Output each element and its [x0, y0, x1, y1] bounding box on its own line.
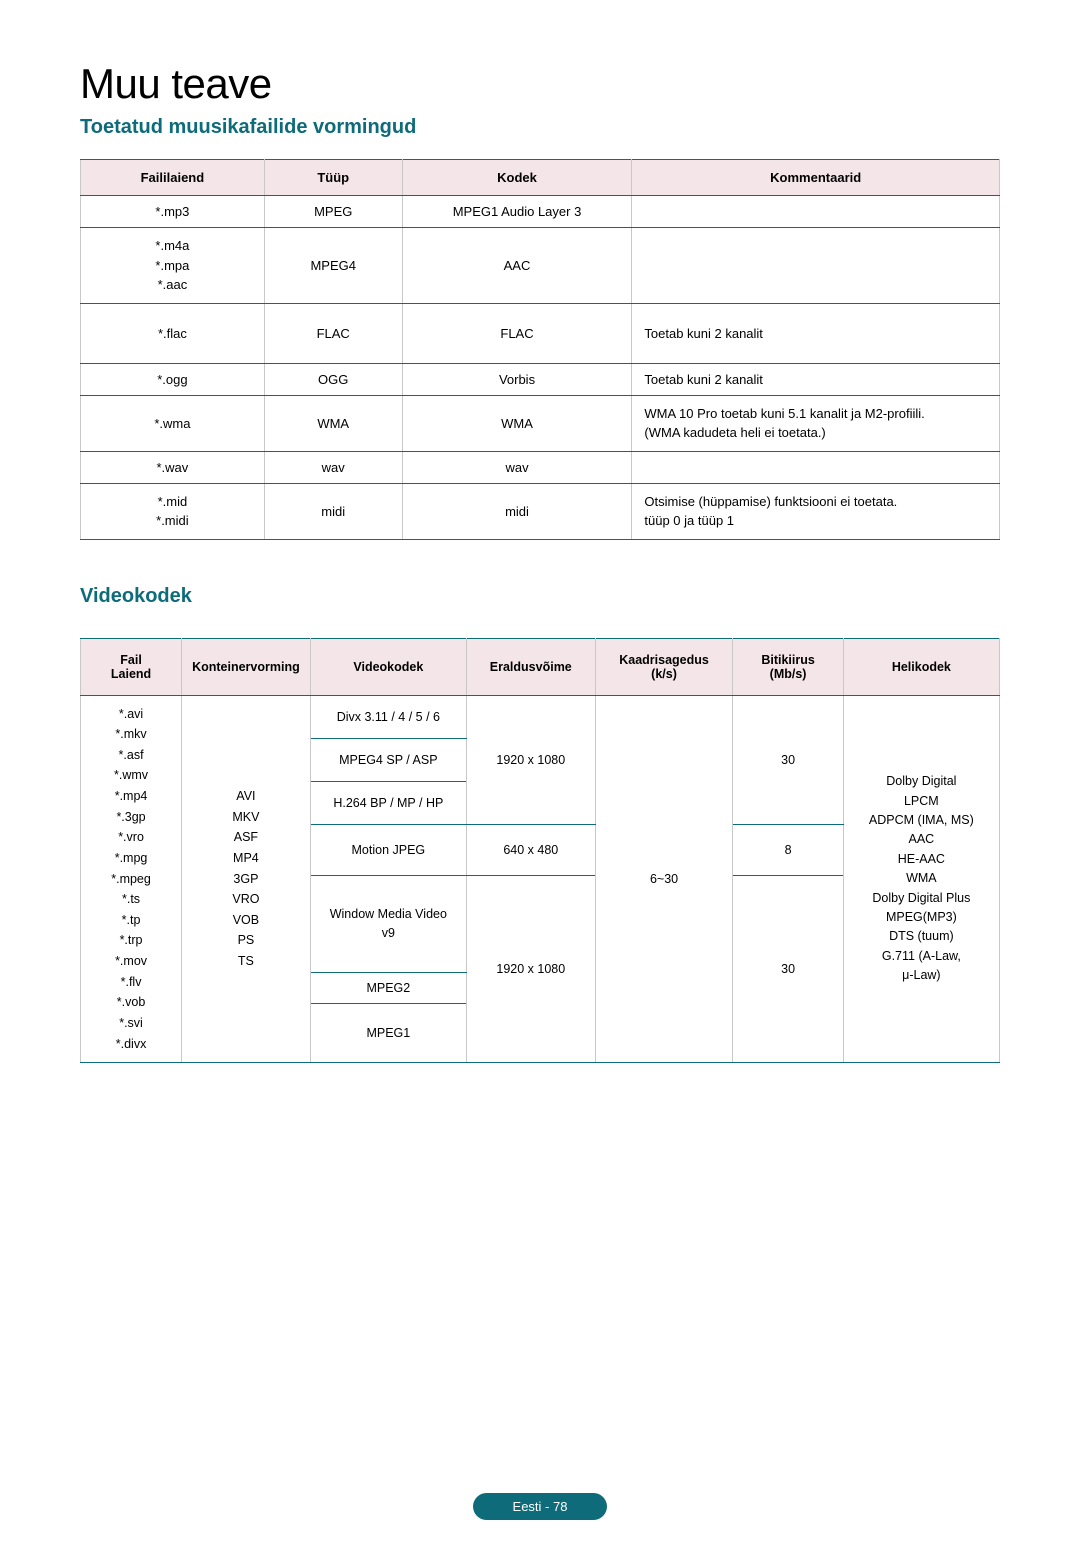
- table-row: *.mp3 MPEG MPEG1 Audio Layer 3: [81, 196, 1000, 228]
- music-th-comment: Kommentaarid: [632, 160, 1000, 196]
- cell-comment: Otsimise (hüppamise) funktsiooni ei toet…: [632, 483, 1000, 539]
- cell-vcodec: Window Media Videov9: [310, 875, 466, 973]
- cell-comment: Toetab kuni 2 kanalit: [632, 363, 1000, 395]
- cell-type: midi: [264, 483, 402, 539]
- video-section-title: Videokodek: [80, 585, 1000, 608]
- cell-comment: [632, 451, 1000, 483]
- cell-vcodec: Motion JPEG: [310, 824, 466, 875]
- cell-acodec: Dolby DigitalLPCMADPCM (IMA, MS)AACHE-AA…: [843, 695, 999, 1063]
- cell-container: AVIMKVASFMP43GPVROVOBPSTS: [182, 695, 311, 1063]
- video-th-bitrate: Bitikiirus(Mb/s): [733, 638, 843, 695]
- page-main-title: Muu teave: [80, 60, 1000, 108]
- video-th-vcodec: Videokodek: [310, 638, 466, 695]
- cell-codec: WMA: [402, 395, 632, 451]
- cell-type: OGG: [264, 363, 402, 395]
- table-row: *.avi*.mkv*.asf*.wmv*.mp4*.3gp*.vro*.mpg…: [81, 695, 1000, 738]
- cell-type: wav: [264, 451, 402, 483]
- cell-ext: *.ogg: [81, 363, 265, 395]
- page-number-badge: Eesti - 78: [473, 1493, 608, 1520]
- table-row: *.mid*.midi midi midi Otsimise (hüppamis…: [81, 483, 1000, 539]
- table-row: *.wav wav wav: [81, 451, 1000, 483]
- cell-fps: 6~30: [595, 695, 733, 1063]
- table-row: *.wma WMA WMA WMA 10 Pro toetab kuni 5.1…: [81, 395, 1000, 451]
- cell-bitrate: 30: [733, 875, 843, 1063]
- cell-ext: *.mp3: [81, 196, 265, 228]
- cell-codec: MPEG1 Audio Layer 3: [402, 196, 632, 228]
- page-footer: Eesti - 78: [80, 1493, 1000, 1520]
- video-th-container: Konteinervorming: [182, 638, 311, 695]
- video-th-fps: Kaadrisagedus(k/s): [595, 638, 733, 695]
- cell-type: FLAC: [264, 303, 402, 363]
- cell-vcodec: MPEG1: [310, 1004, 466, 1063]
- cell-bitrate: 30: [733, 695, 843, 824]
- cell-comment: WMA 10 Pro toetab kuni 5.1 kanalit ja M2…: [632, 395, 1000, 451]
- music-th-ext: Faililaiend: [81, 160, 265, 196]
- cell-vcodec: MPEG2: [310, 973, 466, 1004]
- music-th-codec: Kodek: [402, 160, 632, 196]
- music-table-body: *.mp3 MPEG MPEG1 Audio Layer 3 *.m4a*.mp…: [81, 196, 1000, 540]
- music-section-title: Toetatud muusikafailide vormingud: [80, 116, 1000, 139]
- cell-codec: Vorbis: [402, 363, 632, 395]
- table-row: *.m4a*.mpa*.aac MPEG4 AAC: [81, 228, 1000, 304]
- cell-ext: *.wma: [81, 395, 265, 451]
- cell-codec: FLAC: [402, 303, 632, 363]
- cell-res: 1920 x 1080: [466, 875, 595, 1063]
- cell-comment: Toetab kuni 2 kanalit: [632, 303, 1000, 363]
- cell-type: MPEG4: [264, 228, 402, 304]
- cell-file-ext: *.avi*.mkv*.asf*.wmv*.mp4*.3gp*.vro*.mpg…: [81, 695, 182, 1063]
- video-codec-table: FailLaiend Konteinervorming Videokodek E…: [80, 638, 1000, 1064]
- video-th-acodec: Helikodek: [843, 638, 999, 695]
- cell-codec: AAC: [402, 228, 632, 304]
- table-row: *.ogg OGG Vorbis Toetab kuni 2 kanalit: [81, 363, 1000, 395]
- cell-res: 640 x 480: [466, 824, 595, 875]
- cell-codec: midi: [402, 483, 632, 539]
- cell-vcodec: Divx 3.11 / 4 / 5 / 6: [310, 695, 466, 738]
- cell-ext: *.wav: [81, 451, 265, 483]
- cell-codec: wav: [402, 451, 632, 483]
- cell-comment: [632, 196, 1000, 228]
- cell-res: 1920 x 1080: [466, 695, 595, 824]
- table-row: *.flac FLAC FLAC Toetab kuni 2 kanalit: [81, 303, 1000, 363]
- cell-ext: *.mid*.midi: [81, 483, 265, 539]
- cell-ext: *.m4a*.mpa*.aac: [81, 228, 265, 304]
- cell-vcodec: MPEG4 SP / ASP: [310, 738, 466, 781]
- video-th-res: Eraldusvõime: [466, 638, 595, 695]
- video-th-ext: FailLaiend: [81, 638, 182, 695]
- cell-type: MPEG: [264, 196, 402, 228]
- music-formats-table: Faililaiend Tüüp Kodek Kommentaarid *.mp…: [80, 159, 1000, 540]
- cell-bitrate: 8: [733, 824, 843, 875]
- cell-ext: *.flac: [81, 303, 265, 363]
- cell-type: WMA: [264, 395, 402, 451]
- cell-comment: [632, 228, 1000, 304]
- cell-vcodec: H.264 BP / MP / HP: [310, 781, 466, 824]
- music-th-type: Tüüp: [264, 160, 402, 196]
